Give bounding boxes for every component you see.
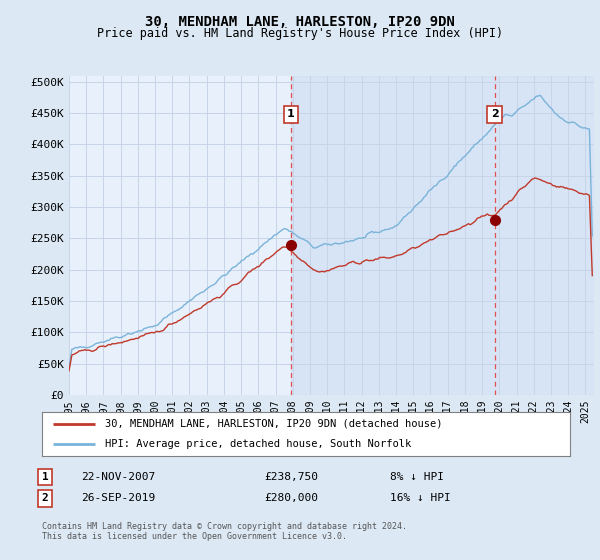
Text: 22-NOV-2007: 22-NOV-2007 — [81, 472, 155, 482]
Text: HPI: Average price, detached house, South Norfolk: HPI: Average price, detached house, Sout… — [106, 439, 412, 449]
Text: 16% ↓ HPI: 16% ↓ HPI — [390, 493, 451, 503]
Text: 26-SEP-2019: 26-SEP-2019 — [81, 493, 155, 503]
Text: 2: 2 — [491, 109, 499, 119]
Bar — [291, 76, 594, 395]
Text: 2: 2 — [41, 493, 49, 503]
Text: Contains HM Land Registry data © Crown copyright and database right 2024.
This d: Contains HM Land Registry data © Crown c… — [42, 522, 407, 542]
Text: 1: 1 — [287, 109, 295, 119]
Text: Price paid vs. HM Land Registry's House Price Index (HPI): Price paid vs. HM Land Registry's House … — [97, 27, 503, 40]
Text: 8% ↓ HPI: 8% ↓ HPI — [390, 472, 444, 482]
Text: 30, MENDHAM LANE, HARLESTON, IP20 9DN (detached house): 30, MENDHAM LANE, HARLESTON, IP20 9DN (d… — [106, 419, 443, 429]
Text: £280,000: £280,000 — [264, 493, 318, 503]
Text: 1: 1 — [41, 472, 49, 482]
Text: £238,750: £238,750 — [264, 472, 318, 482]
Text: 30, MENDHAM LANE, HARLESTON, IP20 9DN: 30, MENDHAM LANE, HARLESTON, IP20 9DN — [145, 15, 455, 29]
